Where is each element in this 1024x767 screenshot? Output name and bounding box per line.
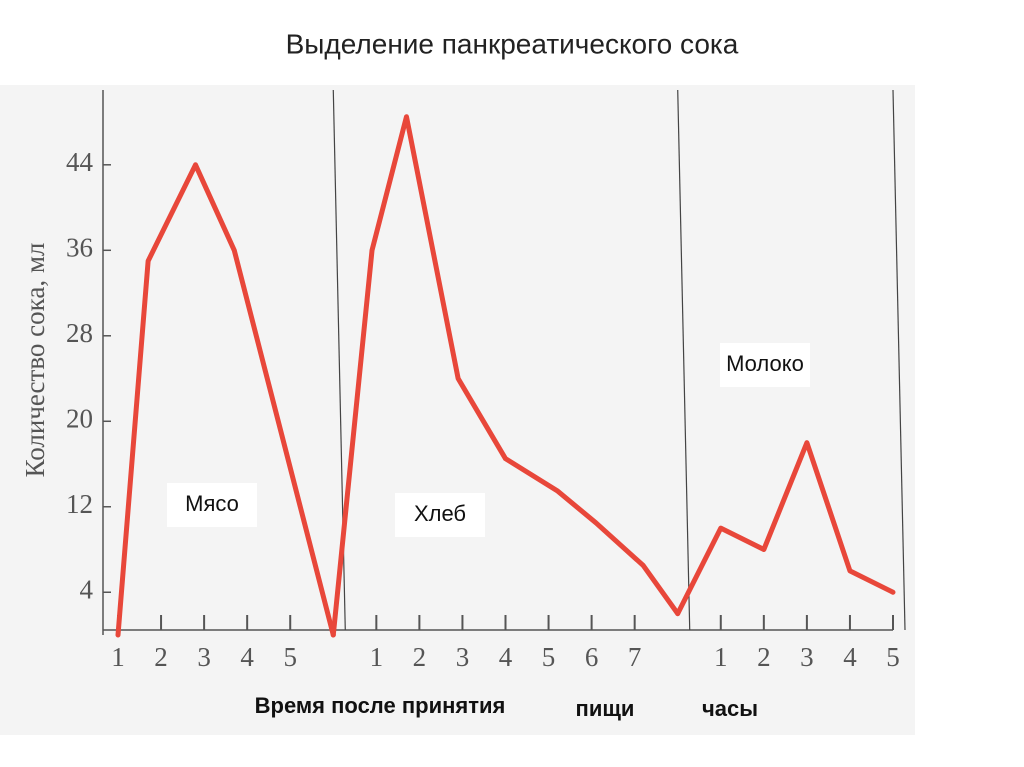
line — [115, 162, 336, 638]
y-tick-label: 20 — [66, 403, 93, 433]
chart-title: Выделение панкреатического сока — [286, 28, 739, 59]
x-tick-label: 5 — [542, 642, 556, 672]
x-tick-label: 2 — [154, 642, 168, 672]
x-tick-label: 3 — [197, 642, 211, 672]
x-tick-label: 3 — [456, 642, 470, 672]
x-tick-label: 3 — [800, 642, 814, 672]
panel-label: Молоко — [726, 351, 804, 376]
y-axis-label: Количество сока, мл — [20, 243, 50, 478]
panel-label-box — [167, 483, 257, 527]
y-tick-label: 12 — [66, 489, 93, 519]
x-tick-label: 1 — [111, 642, 125, 672]
x-tick-label: 4 — [843, 642, 857, 672]
panel-border — [892, 89, 906, 631]
x-tick-label: 4 — [240, 642, 254, 672]
line — [675, 440, 896, 617]
x-tick-label: 6 — [585, 642, 599, 672]
x-tick-label: 1 — [714, 642, 728, 672]
panel-label-box — [720, 343, 810, 387]
y-tick-label: 4 — [80, 574, 94, 604]
chart-background — [0, 85, 915, 735]
panel-label: Хлеб — [414, 501, 466, 526]
x-tick-label: 2 — [413, 642, 427, 672]
y-tick-label: 28 — [66, 318, 93, 348]
panel-label-box — [395, 493, 485, 537]
x-tick-label: 5 — [886, 642, 900, 672]
x-tick-label: 4 — [499, 642, 513, 672]
x-axis-label: Время после принятия — [255, 693, 506, 718]
y-tick-label: 36 — [66, 232, 93, 262]
x-axis-label: пищи — [576, 696, 635, 721]
line — [330, 114, 681, 638]
x-tick-label: 5 — [283, 642, 297, 672]
x-tick-label: 7 — [628, 642, 642, 672]
x-axis-label: часы — [702, 696, 758, 721]
panel-border — [677, 89, 691, 631]
panel-label: Мясо — [185, 491, 239, 516]
x-tick-label: 2 — [757, 642, 771, 672]
x-tick-label: 1 — [370, 642, 384, 672]
y-tick-label: 44 — [66, 147, 94, 177]
